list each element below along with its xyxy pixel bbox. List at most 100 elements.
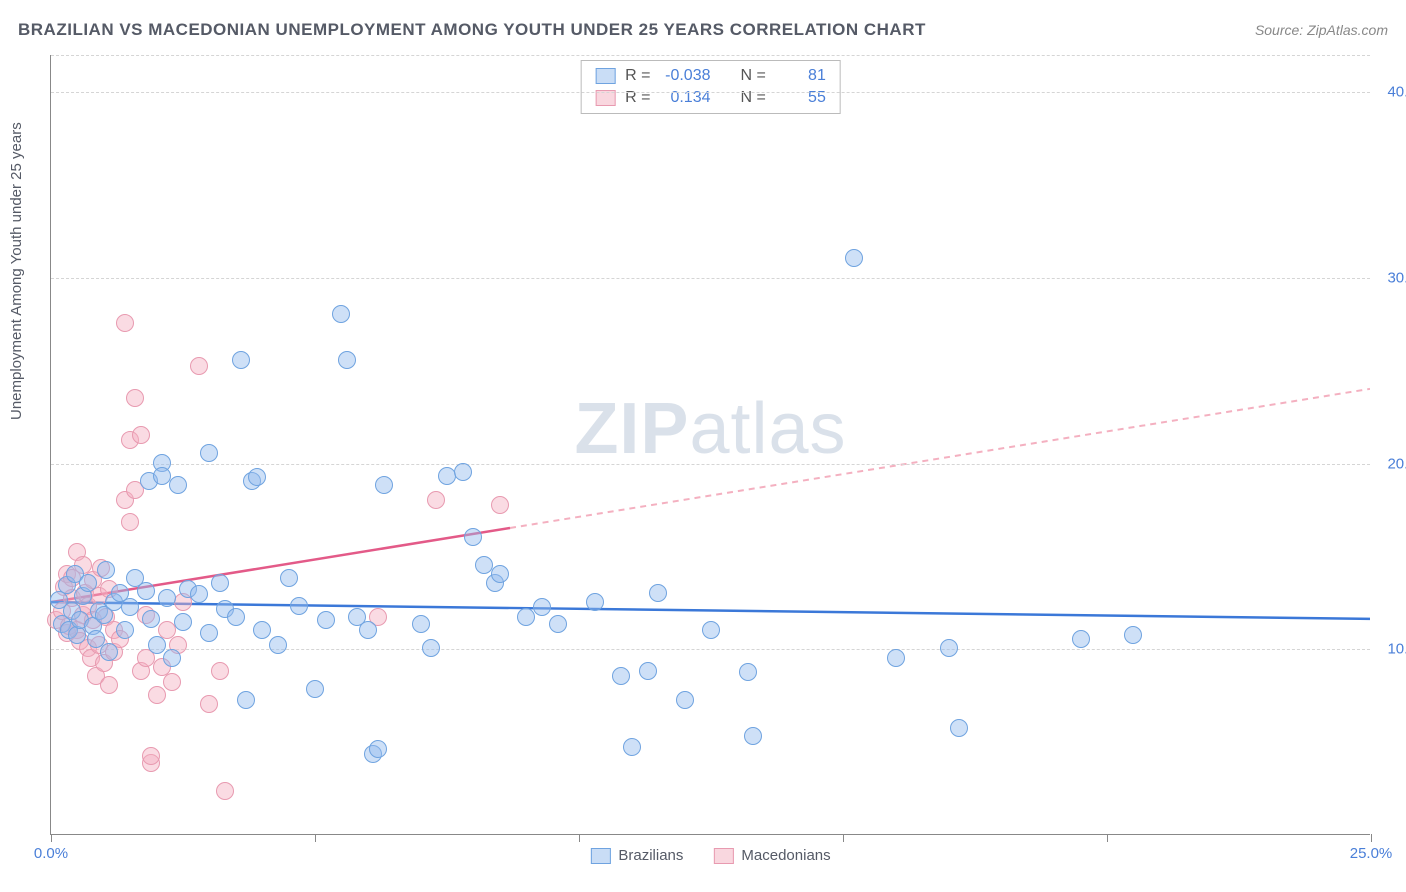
scatter-point-blue: [163, 649, 181, 667]
scatter-point-pink: [126, 389, 144, 407]
scatter-point-blue: [232, 351, 250, 369]
scatter-point-blue: [1072, 630, 1090, 648]
scatter-point-blue: [190, 585, 208, 603]
scatter-point-blue: [649, 584, 667, 602]
scatter-point-blue: [491, 565, 509, 583]
scatter-point-blue: [121, 598, 139, 616]
y-tick-label: 20.0%: [1387, 455, 1406, 472]
scatter-point-blue: [200, 624, 218, 642]
scatter-point-pink: [100, 676, 118, 694]
scatter-point-blue: [269, 636, 287, 654]
scatter-point-blue: [100, 643, 118, 661]
scatter-point-pink: [427, 491, 445, 509]
legend-swatch: [595, 68, 615, 84]
watermark: ZIPatlas: [574, 388, 846, 470]
legend-swatch: [713, 848, 733, 864]
gridline: [51, 92, 1370, 93]
stats-row: R = -0.038 N = 81: [595, 65, 826, 87]
scatter-point-pink: [491, 496, 509, 514]
scatter-point-blue: [359, 621, 377, 639]
x-tick-label: 25.0%: [1350, 845, 1393, 862]
scatter-point-blue: [744, 727, 762, 745]
y-tick-label: 30.0%: [1387, 269, 1406, 286]
scatter-point-blue: [676, 691, 694, 709]
legend-label: Macedonians: [741, 847, 830, 864]
scatter-point-pink: [163, 673, 181, 691]
scatter-point-blue: [290, 597, 308, 615]
scatter-point-blue: [142, 610, 160, 628]
x-tick: [843, 834, 844, 842]
scatter-point-blue: [280, 569, 298, 587]
scatter-point-pink: [148, 686, 166, 704]
scatter-point-blue: [464, 528, 482, 546]
y-axis-label: Unemployment Among Youth under 25 years: [8, 122, 25, 420]
scatter-point-blue: [169, 476, 187, 494]
gridline: [51, 649, 1370, 650]
chart-title: BRAZILIAN VS MACEDONIAN UNEMPLOYMENT AMO…: [18, 20, 926, 40]
scatter-point-blue: [253, 621, 271, 639]
y-tick-label: 40.0%: [1387, 84, 1406, 101]
scatter-point-blue: [517, 608, 535, 626]
scatter-point-blue: [887, 649, 905, 667]
scatter-plot: ZIPatlas R =-0.038N =81R =0.134N =55 Bra…: [50, 55, 1370, 835]
scatter-point-pink: [132, 426, 150, 444]
x-tick: [51, 834, 52, 842]
scatter-point-pink: [190, 357, 208, 375]
scatter-point-blue: [845, 249, 863, 267]
scatter-point-blue: [950, 719, 968, 737]
scatter-point-blue: [211, 574, 229, 592]
stats-row: R =0.134N =55: [595, 87, 826, 109]
scatter-point-pink: [116, 314, 134, 332]
x-tick: [1107, 834, 1108, 842]
r-value: -0.038: [661, 67, 711, 85]
y-tick-label: 10.0%: [1387, 641, 1406, 658]
legend-label: Brazilians: [618, 847, 683, 864]
scatter-point-blue: [97, 561, 115, 579]
scatter-point-blue: [338, 351, 356, 369]
source-attribution: Source: ZipAtlas.com: [1255, 22, 1388, 38]
x-tick: [579, 834, 580, 842]
scatter-point-blue: [306, 680, 324, 698]
legend-item: Macedonians: [713, 847, 830, 864]
scatter-point-blue: [369, 740, 387, 758]
stats-box: R = -0.038 N = 81 R =0.134N =55: [580, 60, 841, 114]
scatter-point-blue: [702, 621, 720, 639]
x-tick-label: 0.0%: [34, 845, 68, 862]
scatter-point-blue: [137, 582, 155, 600]
scatter-point-blue: [317, 611, 335, 629]
scatter-point-blue: [412, 615, 430, 633]
scatter-point-pink: [200, 695, 218, 713]
scatter-point-blue: [422, 639, 440, 657]
scatter-point-blue: [148, 636, 166, 654]
gridline: [51, 55, 1370, 56]
scatter-point-blue: [248, 468, 266, 486]
x-tick: [315, 834, 316, 842]
scatter-point-blue: [375, 476, 393, 494]
n-label: N =: [741, 67, 766, 85]
x-tick: [1371, 834, 1372, 842]
scatter-point-blue: [639, 662, 657, 680]
r-label: R =: [625, 67, 650, 85]
scatter-point-blue: [454, 463, 472, 481]
scatter-point-blue: [227, 608, 245, 626]
legend-swatch: [590, 848, 610, 864]
scatter-point-blue: [739, 663, 757, 681]
scatter-point-blue: [79, 574, 97, 592]
scatter-point-blue: [533, 598, 551, 616]
scatter-point-blue: [158, 589, 176, 607]
scatter-point-blue: [586, 593, 604, 611]
scatter-point-blue: [116, 621, 134, 639]
scatter-point-blue: [332, 305, 350, 323]
scatter-point-blue: [549, 615, 567, 633]
scatter-point-blue: [237, 691, 255, 709]
n-value: 81: [776, 67, 826, 85]
scatter-point-pink: [121, 513, 139, 531]
scatter-point-blue: [623, 738, 641, 756]
scatter-point-blue: [200, 444, 218, 462]
gridline: [51, 464, 1370, 465]
gridline: [51, 278, 1370, 279]
scatter-point-blue: [1124, 626, 1142, 644]
scatter-point-pink: [216, 782, 234, 800]
scatter-point-pink: [211, 662, 229, 680]
legend-item: Brazilians: [590, 847, 683, 864]
